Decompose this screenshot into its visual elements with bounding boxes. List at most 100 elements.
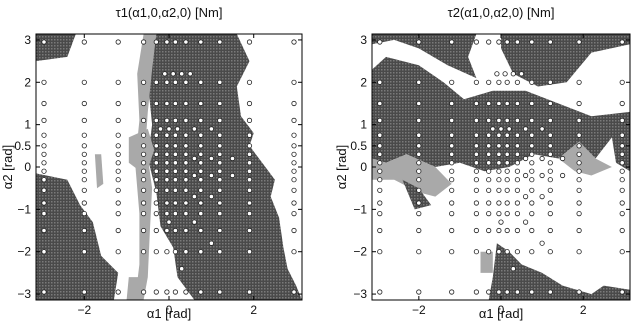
- right-chart-region-light: [558, 141, 612, 176]
- right-chart-data-point: [529, 100, 535, 107]
- left-chart-data-point: [183, 143, 189, 149]
- left-chart-data-point: [81, 227, 87, 234]
- left-chart-data-point: [41, 143, 47, 149]
- right-chart-data-point: [416, 143, 422, 149]
- left-chart-data-point: [217, 100, 223, 107]
- right-chart-data-point: [473, 117, 479, 124]
- left-chart-data-point: [246, 151, 253, 157]
- right-chart-data-point: [416, 249, 422, 255]
- left-chart-data-point: [183, 132, 189, 138]
- left-chart-data-point: [164, 211, 170, 217]
- right-chart-data-point: [514, 132, 521, 138]
- right-chart-data-point: [377, 200, 383, 206]
- right-chart-data-point: [504, 79, 510, 85]
- left-chart-data-point: [291, 79, 297, 85]
- left-chart-y-tick-label: 0.5: [14, 139, 31, 153]
- left-chart-data-point: [172, 289, 178, 295]
- right-chart-data-point: [529, 168, 535, 174]
- left-chart-data-point: [198, 177, 204, 183]
- right-chart-data-point: [449, 132, 455, 138]
- right-chart-x-tick-label: 0: [498, 303, 505, 317]
- right-chart-data-point: [377, 100, 383, 107]
- right-chart-data-point: [576, 211, 582, 217]
- left-chart-data-point: [208, 194, 214, 200]
- left-chart-data-point: [217, 79, 223, 85]
- left-chart-data-point: [217, 187, 223, 193]
- right-chart-data-point: [504, 117, 510, 124]
- right-chart-data-point: [504, 100, 510, 107]
- right-chart-data-point: [547, 39, 553, 45]
- left-chart-data-point: [172, 177, 178, 183]
- left-chart-data-point: [81, 289, 87, 295]
- left-chart-data-point: [179, 266, 185, 272]
- left-chart-title: τ1(α1,0,α2,0) [Nm]: [116, 5, 223, 20]
- left-chart-y-tick-label: 2: [24, 75, 31, 89]
- left-chart-data-point: [246, 100, 253, 107]
- left-chart-data-point: [141, 132, 147, 138]
- right-chart-y-tick-label: −3: [353, 287, 367, 301]
- left-chart-data-point: [246, 143, 253, 149]
- left-chart-data-point: [183, 100, 189, 107]
- left-chart-data-point: [164, 100, 170, 107]
- right-chart-data-point: [504, 160, 510, 166]
- right-chart-data-point: [547, 227, 553, 234]
- left-chart-data-point: [153, 200, 159, 206]
- right-chart-region-dark: [488, 243, 630, 300]
- right-chart-data-point: [547, 177, 553, 183]
- right-chart-data-point: [416, 160, 422, 166]
- right-chart-data-point: [377, 289, 383, 295]
- left-chart-data-point: [198, 100, 204, 107]
- right-chart-y-tick-label: 0.5: [350, 139, 367, 153]
- left-chart-data-point: [183, 79, 189, 85]
- left-chart-data-point: [153, 143, 159, 149]
- right-chart-data-point: [473, 168, 479, 174]
- right-chart-region-light: [480, 251, 493, 273]
- right-chart-data-point: [576, 249, 582, 255]
- left-chart-data-point: [217, 132, 223, 138]
- right-chart-data-point: [619, 249, 625, 255]
- left-chart-data-point: [164, 79, 170, 85]
- right-chart-data-point: [496, 200, 502, 206]
- right-chart-data-point: [496, 211, 502, 217]
- left-chart-data-point: [217, 39, 223, 45]
- left-chart-data-point: [81, 168, 87, 174]
- left-chart-data-point: [141, 289, 147, 295]
- left-chart-data-point: [246, 79, 253, 85]
- right-chart-y-axis-label: α2 [rad]: [334, 145, 349, 189]
- left-chart-y-tick-label: 0: [24, 160, 31, 174]
- left-chart-data-point: [153, 211, 159, 217]
- left-chart-data-point: [217, 117, 223, 124]
- left-chart-data-point: [183, 211, 189, 217]
- left-chart-data-point: [191, 172, 197, 179]
- right-chart-data-point: [496, 177, 502, 183]
- left-chart-data-point: [115, 249, 121, 255]
- right-chart-data-point: [486, 100, 492, 107]
- left-chart-data-point: [164, 177, 170, 183]
- left-chart-data-point: [141, 177, 147, 183]
- left-chart-data-point: [208, 240, 214, 246]
- left-chart-data-point: [246, 177, 253, 183]
- right-chart-data-point: [514, 79, 521, 85]
- left-chart-data-point: [291, 151, 297, 157]
- right-chart-data-point: [449, 200, 455, 206]
- left-chart-data-point: [246, 117, 253, 124]
- left-chart-data-point: [172, 187, 178, 193]
- right-chart-data-point: [416, 289, 422, 295]
- left-chart-data-point: [115, 200, 121, 206]
- right-chart-y-tick-label: −1: [353, 202, 367, 216]
- right-chart-data-point: [547, 200, 553, 206]
- left-chart-data-point: [41, 160, 47, 166]
- left-chart-data-point: [291, 211, 297, 217]
- left-chart-x-tick-label: 0: [166, 303, 173, 317]
- right-chart-data-point: [547, 289, 553, 295]
- left-chart-data-point: [191, 126, 197, 132]
- left-chart-region-light: [94, 154, 104, 189]
- left-chart-data-point: [172, 249, 178, 255]
- right-chart-data-point: [576, 168, 582, 174]
- left-chart-data-point: [187, 71, 193, 77]
- left-chart-data-point: [41, 177, 47, 183]
- left-chart-data-point: [166, 219, 172, 225]
- right-chart-data-point: [449, 211, 455, 217]
- right-chart-data-point: [486, 117, 492, 124]
